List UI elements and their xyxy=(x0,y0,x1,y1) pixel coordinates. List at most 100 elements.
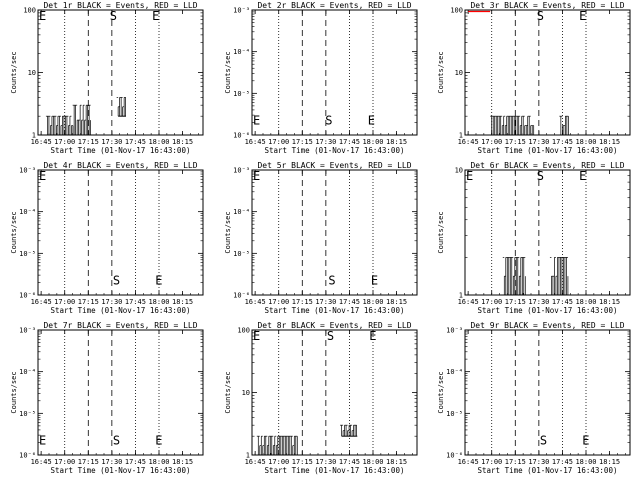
chart-title: Det 4r BLACK = Events, RED = LLD xyxy=(43,161,197,170)
end-marker: E xyxy=(39,169,46,183)
end-marker: E xyxy=(155,433,162,447)
x-tick-label: 16:45 xyxy=(31,458,52,466)
chart-title: Det 3r BLACK = Events, RED = LLD xyxy=(470,1,624,10)
x-tick-label: 16:45 xyxy=(245,298,266,306)
x-tick-label: 17:15 xyxy=(292,138,313,146)
y-tick-label: 100 xyxy=(23,7,36,15)
x-tick-label: 16:45 xyxy=(31,138,52,146)
x-tick-label: 17:45 xyxy=(552,138,573,146)
chart-title: Det 2r BLACK = Events, RED = LLD xyxy=(257,1,411,10)
chart-title: Det 8r BLACK = Events, RED = LLD xyxy=(257,321,411,330)
x-tick-label: 17:45 xyxy=(125,458,146,466)
x-tick-label: 17:30 xyxy=(101,298,122,306)
y-axis-label: Counts/sec xyxy=(437,211,445,253)
x-tick-label: 17:15 xyxy=(505,458,526,466)
x-tick-label: 18:15 xyxy=(172,458,193,466)
y-axis-label: Counts/sec xyxy=(437,51,445,93)
y-tick-label: 10⁻⁵ xyxy=(446,410,463,418)
y-axis-label: Counts/sec xyxy=(224,51,232,93)
x-tick-label: 17:15 xyxy=(78,298,99,306)
x-tick-label: 18:00 xyxy=(362,298,383,306)
end-marker: E xyxy=(582,433,589,447)
x-tick-label: 18:00 xyxy=(362,458,383,466)
x-tick-label: 18:00 xyxy=(575,138,596,146)
plot-frame xyxy=(37,329,204,456)
plot-frame xyxy=(37,169,204,296)
end-marker: E xyxy=(579,9,586,23)
start-marker: S xyxy=(537,169,544,183)
start-marker: S xyxy=(537,9,544,23)
y-tick-label: 10⁻⁴ xyxy=(233,208,250,216)
end-marker: E xyxy=(369,329,376,343)
start-marker: S xyxy=(328,273,335,287)
y-tick-label: 10⁻⁴ xyxy=(19,208,36,216)
y-tick-label: 10⁻⁵ xyxy=(19,410,36,418)
y-tick-label: 10⁻⁴ xyxy=(233,48,250,56)
x-tick-label: 17:45 xyxy=(339,138,360,146)
y-axis-label: Counts/sec xyxy=(10,51,18,93)
y-tick-label: 10⁻⁵ xyxy=(233,250,250,258)
y-tick-label: 10⁻³ xyxy=(19,167,36,175)
x-tick-label: 16:45 xyxy=(245,138,266,146)
x-tick-label: 17:30 xyxy=(528,458,549,466)
y-tick-label: 10⁻³ xyxy=(446,327,463,335)
y-tick-label: 10 xyxy=(455,167,463,175)
end-marker: E xyxy=(253,169,260,183)
start-marker: S xyxy=(113,273,120,287)
x-tick-label: 17:00 xyxy=(268,298,289,306)
chart-title: Det 6r BLACK = Events, RED = LLD xyxy=(470,161,624,170)
x-axis-label: Start Time (01-Nov-17 16:43:00) xyxy=(51,306,191,315)
end-marker: E xyxy=(39,9,46,23)
x-tick-label: 17:15 xyxy=(78,138,99,146)
y-tick-label: 10⁻³ xyxy=(233,167,250,175)
x-tick-label: 17:00 xyxy=(481,138,502,146)
x-tick-label: 17:30 xyxy=(101,138,122,146)
x-tick-label: 18:15 xyxy=(386,298,407,306)
x-tick-label: 17:45 xyxy=(552,298,573,306)
y-tick-label: 10⁻⁶ xyxy=(19,452,36,460)
x-tick-label: 16:45 xyxy=(458,298,479,306)
y-tick-label: 100 xyxy=(237,327,250,335)
chart-title: Det 5r BLACK = Events, RED = LLD xyxy=(257,161,411,170)
chart-title: Det 1r BLACK = Events, RED = LLD xyxy=(43,1,197,10)
x-tick-label: 17:00 xyxy=(54,298,75,306)
x-axis-label: Start Time (01-Nov-17 16:43:00) xyxy=(265,146,405,155)
end-marker: E xyxy=(466,169,473,183)
x-tick-label: 17:30 xyxy=(315,298,336,306)
x-tick-label: 18:15 xyxy=(599,138,620,146)
y-tick-label: 10⁻⁶ xyxy=(233,292,250,300)
x-tick-label: 18:00 xyxy=(362,138,383,146)
plot-frame xyxy=(251,169,418,296)
y-tick-label: 10⁻⁵ xyxy=(233,90,250,98)
end-marker: E xyxy=(253,113,260,127)
x-tick-label: 17:00 xyxy=(54,138,75,146)
x-axis-label: Start Time (01-Nov-17 16:43:00) xyxy=(51,146,191,155)
x-tick-label: 18:15 xyxy=(599,298,620,306)
x-tick-label: 18:00 xyxy=(575,298,596,306)
panel-det-6: Det 6r BLACK = Events, RED = LLD 16:45 17:… xyxy=(437,161,631,315)
y-tick-label: 10⁻⁴ xyxy=(446,368,463,376)
x-axis-label: Start Time (01-Nov-17 16:43:00) xyxy=(478,306,618,315)
end-marker: E xyxy=(39,433,46,447)
y-tick-label: 10 xyxy=(242,389,250,397)
x-tick-label: 17:00 xyxy=(268,138,289,146)
x-tick-label: 18:15 xyxy=(172,298,193,306)
end-marker: E xyxy=(253,329,260,343)
x-tick-label: 17:15 xyxy=(505,138,526,146)
x-tick-label: 18:15 xyxy=(172,138,193,146)
start-marker: S xyxy=(110,9,117,23)
y-axis-label: Counts/sec xyxy=(224,211,232,253)
y-tick-label: 10⁻⁶ xyxy=(446,452,463,460)
end-marker: E xyxy=(155,273,162,287)
end-marker: E xyxy=(368,113,375,127)
x-tick-label: 18:15 xyxy=(386,138,407,146)
start-marker: S xyxy=(327,329,334,343)
y-tick-label: 1 xyxy=(459,132,463,140)
chart-title: Det 9r BLACK = Events, RED = LLD xyxy=(470,321,624,330)
